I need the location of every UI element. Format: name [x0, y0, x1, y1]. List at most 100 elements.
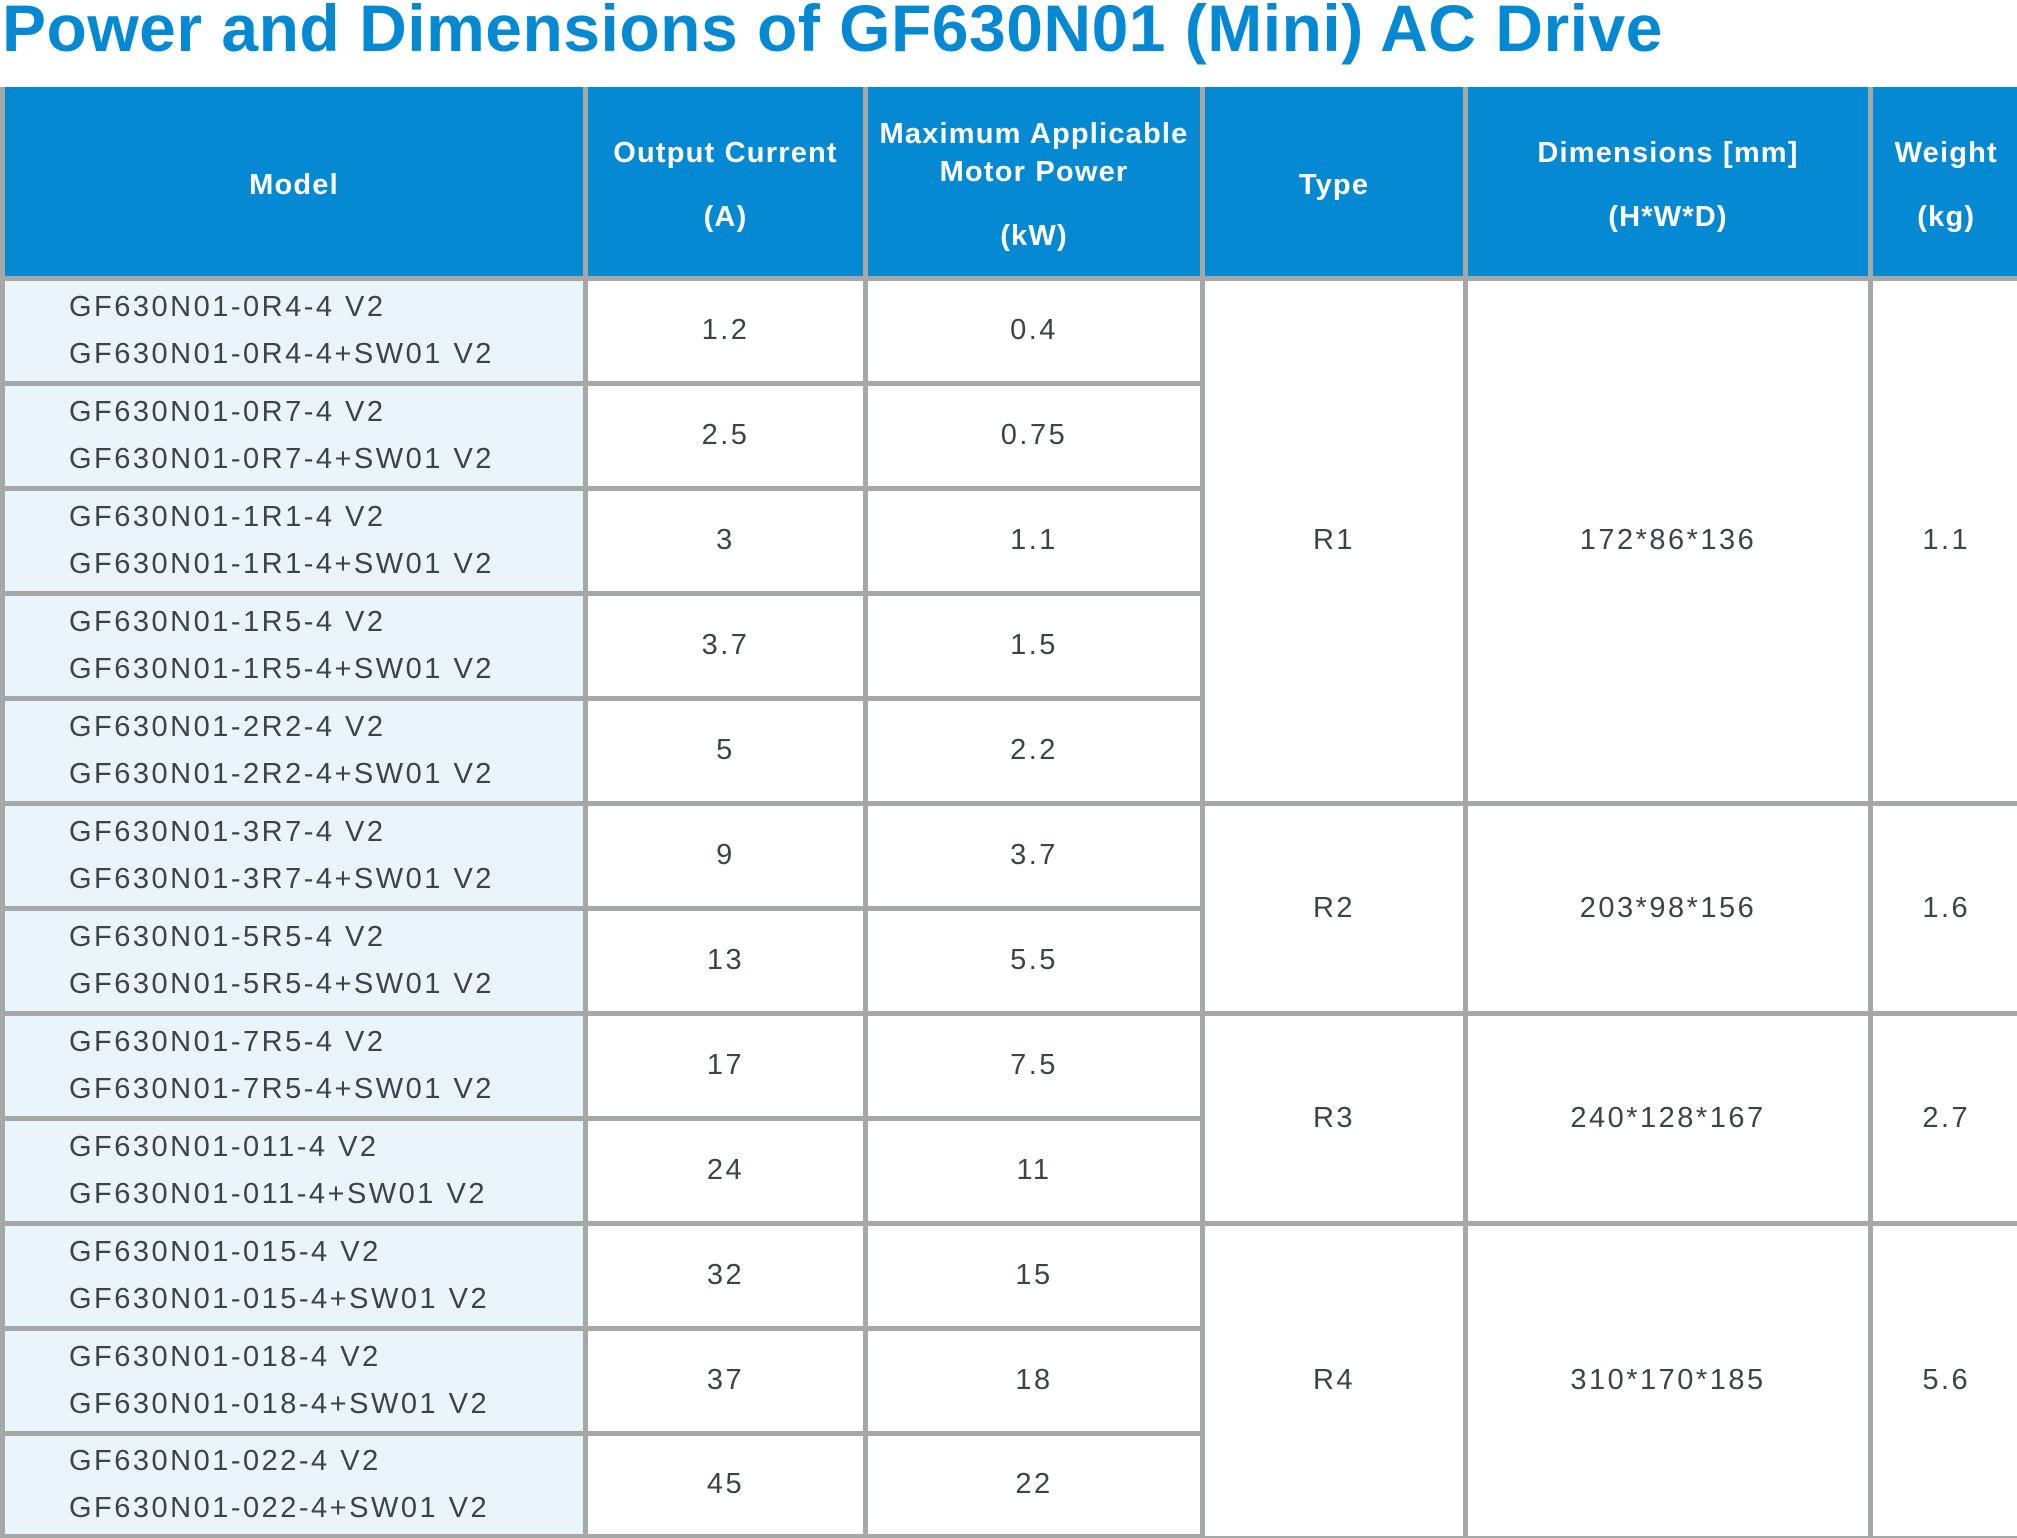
table-row: GF630N01-1R5-4 V2 GF630N01-1R5-4+SW01 V2… — [0, 590, 2017, 701]
model-cell: GF630N01-022-4 V2 GF630N01-022-4+SW01 V2 — [0, 1430, 588, 1538]
table-body: GF630N01-0R4-4 V2 GF630N01-0R4-4+SW01 V2… — [0, 275, 2017, 1538]
output-current-cell: 1.2 — [583, 275, 868, 386]
header-label: Dimensions [mm] — [1537, 136, 1799, 169]
column-header-type: Type — [1200, 87, 1468, 281]
dimensions-cell: 310*170*185 — [1463, 1220, 1873, 1538]
motor-power-cell: 7.5 — [863, 1010, 1205, 1121]
model-name: GF630N01-1R1-4+SW01 V2 — [69, 547, 494, 580]
output-current-cell: 37 — [583, 1325, 868, 1436]
output-current-cell: 32 — [583, 1220, 868, 1331]
model-cell: GF630N01-7R5-4 V2 GF630N01-7R5-4+SW01 V2 — [0, 1010, 588, 1121]
model-name: GF630N01-3R7-4 V2 — [69, 815, 386, 848]
model-name: GF630N01-022-4 V2 — [69, 1444, 381, 1477]
model-name: GF630N01-0R4-4 V2 — [69, 290, 386, 323]
table-row: GF630N01-015-4 V2 GF630N01-015-4+SW01 V2… — [0, 1220, 2017, 1538]
motor-power-cell: 3.7 — [863, 800, 1205, 911]
model-name: GF630N01-2R2-4+SW01 V2 — [69, 757, 494, 790]
model-name: GF630N01-015-4 V2 — [69, 1235, 381, 1268]
motor-power-cell: 1.5 — [863, 590, 1205, 701]
model-name: GF630N01-011-4+SW01 V2 — [69, 1177, 487, 1210]
model-name: GF630N01-0R4-4+SW01 V2 — [69, 337, 494, 370]
header-row: Model Output Current (A) Maximum Applica… — [0, 87, 2017, 281]
model-name: GF630N01-5R5-4 V2 — [69, 920, 386, 953]
output-current-cell: 24 — [583, 1115, 868, 1226]
type-cell: R4 — [1200, 1220, 1468, 1538]
output-current-cell: 2.5 — [583, 380, 868, 491]
model-name: GF630N01-011-4 V2 — [69, 1130, 379, 1163]
model-cell: GF630N01-018-4 V2 GF630N01-018-4+SW01 V2 — [0, 1325, 588, 1436]
model-cell: GF630N01-2R2-4 V2 GF630N01-2R2-4+SW01 V2 — [0, 695, 588, 806]
header-label: Type — [1298, 168, 1370, 201]
model-cell: GF630N01-011-4 V2 GF630N01-011-4+SW01 V2 — [0, 1115, 588, 1226]
column-header-dimensions: Dimensions [mm] (H*W*D) — [1463, 87, 1873, 281]
header-unit: (A) — [703, 200, 748, 233]
model-name: GF630N01-3R7-4+SW01 V2 — [69, 862, 494, 895]
header-label: Maximum Applicable — [879, 117, 1189, 150]
model-name: GF630N01-1R1-4 V2 — [69, 500, 386, 533]
table-row: GF630N01-7R5-4 V2 GF630N01-7R5-4+SW01 V2… — [0, 1010, 2017, 1226]
dimensions-cell: 172*86*136 — [1463, 275, 1873, 806]
model-cell: GF630N01-5R5-4 V2 GF630N01-5R5-4+SW01 V2 — [0, 905, 588, 1016]
table-row: GF630N01-0R7-4 V2 GF630N01-0R7-4+SW01 V2… — [0, 380, 2017, 491]
table-row: GF630N01-018-4 V2 GF630N01-018-4+SW01 V2… — [0, 1325, 2017, 1436]
table-row: GF630N01-2R2-4 V2 GF630N01-2R2-4+SW01 V2… — [0, 695, 2017, 806]
model-cell: GF630N01-0R7-4 V2 GF630N01-0R7-4+SW01 V2 — [0, 380, 588, 491]
type-cell: R3 — [1200, 1010, 1468, 1226]
weight-cell: 2.7 — [1868, 1010, 2017, 1226]
header-label: Motor Power — [939, 155, 1129, 188]
output-current-cell: 3.7 — [583, 590, 868, 701]
spec-table: Model Output Current (A) Maximum Applica… — [0, 87, 2017, 1538]
model-name: GF630N01-7R5-4+SW01 V2 — [69, 1072, 494, 1105]
model-name: GF630N01-015-4+SW01 V2 — [69, 1282, 490, 1315]
model-cell: GF630N01-1R5-4 V2 GF630N01-1R5-4+SW01 V2 — [0, 590, 588, 701]
header-unit: (kg) — [1917, 200, 1976, 233]
table-row: GF630N01-5R5-4 V2 GF630N01-5R5-4+SW01 V2… — [0, 905, 2017, 1016]
output-current-cell: 9 — [583, 800, 868, 911]
model-cell: GF630N01-3R7-4 V2 GF630N01-3R7-4+SW01 V2 — [0, 800, 588, 911]
model-name: GF630N01-1R5-4+SW01 V2 — [69, 652, 494, 685]
column-header-output-current: Output Current (A) — [583, 87, 868, 281]
motor-power-cell: 22 — [863, 1430, 1205, 1538]
dimensions-cell: 240*128*167 — [1463, 1010, 1873, 1226]
model-cell: GF630N01-0R4-4 V2 GF630N01-0R4-4+SW01 V2 — [0, 275, 588, 386]
motor-power-cell: 2.2 — [863, 695, 1205, 806]
model-name: GF630N01-022-4+SW01 V2 — [69, 1491, 490, 1524]
dimensions-cell: 203*98*156 — [1463, 800, 1873, 1016]
model-name: GF630N01-018-4+SW01 V2 — [69, 1387, 490, 1420]
motor-power-cell: 5.5 — [863, 905, 1205, 1016]
model-name: GF630N01-0R7-4 V2 — [69, 395, 386, 428]
weight-cell: 1.1 — [1868, 275, 2017, 806]
header-label: Model — [249, 168, 339, 201]
model-name: GF630N01-1R5-4 V2 — [69, 605, 386, 638]
table-row: GF630N01-011-4 V2 GF630N01-011-4+SW01 V2… — [0, 1115, 2017, 1226]
table-row: GF630N01-022-4 V2 GF630N01-022-4+SW01 V2… — [0, 1430, 2017, 1538]
weight-cell: 1.6 — [1868, 800, 2017, 1016]
page-title: Power and Dimensions of GF630N01 (Mini) … — [2, 0, 1663, 65]
motor-power-cell: 0.4 — [863, 275, 1205, 386]
model-name: GF630N01-7R5-4 V2 — [69, 1025, 386, 1058]
motor-power-cell: 1.1 — [863, 485, 1205, 596]
output-current-cell: 17 — [583, 1010, 868, 1121]
table-header: Model Output Current (A) Maximum Applica… — [0, 87, 2017, 281]
type-cell: R2 — [1200, 800, 1468, 1016]
model-name: GF630N01-018-4 V2 — [69, 1340, 381, 1373]
output-current-cell: 13 — [583, 905, 868, 1016]
output-current-cell: 45 — [583, 1430, 868, 1538]
table-row: GF630N01-0R4-4 V2 GF630N01-0R4-4+SW01 V2… — [0, 275, 2017, 806]
column-header-motor-power: Maximum Applicable Motor Power (kW) — [863, 87, 1205, 281]
header-unit: (H*W*D) — [1608, 200, 1728, 233]
model-cell: GF630N01-1R1-4 V2 GF630N01-1R1-4+SW01 V2 — [0, 485, 588, 596]
motor-power-cell: 15 — [863, 1220, 1205, 1331]
type-cell: R1 — [1200, 275, 1468, 806]
model-name: GF630N01-5R5-4+SW01 V2 — [69, 967, 494, 1000]
column-header-weight: Weight (kg) — [1868, 87, 2017, 281]
output-current-cell: 3 — [583, 485, 868, 596]
model-name: GF630N01-2R2-4 V2 — [69, 710, 386, 743]
header-label: Output Current — [613, 136, 838, 169]
output-current-cell: 5 — [583, 695, 868, 806]
motor-power-cell: 0.75 — [863, 380, 1205, 491]
model-name: GF630N01-0R7-4+SW01 V2 — [69, 442, 494, 475]
motor-power-cell: 11 — [863, 1115, 1205, 1226]
header-unit: (kW) — [1000, 219, 1068, 252]
